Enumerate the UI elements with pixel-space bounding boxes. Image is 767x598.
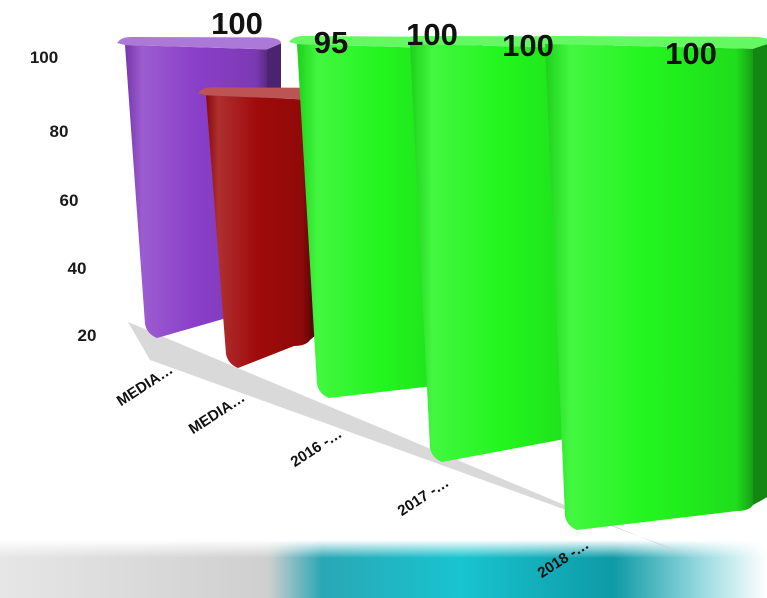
y-axis-ticks: 100 80 60 40 20 [30, 48, 97, 345]
bar-top-face [117, 37, 281, 50]
bar-5 [537, 36, 767, 530]
y-tick-label: 40 [68, 259, 87, 278]
bar-front-face [206, 95, 310, 368]
data-label-5: 100 [665, 36, 717, 71]
data-labels: 100 95 100 100 100 [211, 6, 717, 71]
category-label-3: 2016 -… [288, 425, 346, 471]
y-tick-label: 20 [78, 326, 97, 345]
y-tick-label: 100 [30, 48, 58, 67]
data-label-1: 100 [211, 6, 263, 41]
decorative-background-strip [0, 540, 767, 598]
data-label-3: 100 [406, 17, 458, 52]
data-label-4: 100 [502, 28, 554, 63]
y-tick-label: 80 [50, 122, 69, 141]
bar-side-face [753, 44, 767, 505]
category-label-4: 2017 -… [395, 474, 453, 520]
category-label-1: MEDIA… [114, 361, 176, 410]
bar-top-face [537, 36, 767, 49]
bar-front-face [545, 44, 753, 530]
y-tick-label: 60 [60, 191, 79, 210]
bar-top-face [198, 87, 322, 100]
category-label-2: MEDIA… [186, 389, 248, 438]
data-label-2: 95 [314, 25, 348, 60]
bars [117, 36, 767, 530]
